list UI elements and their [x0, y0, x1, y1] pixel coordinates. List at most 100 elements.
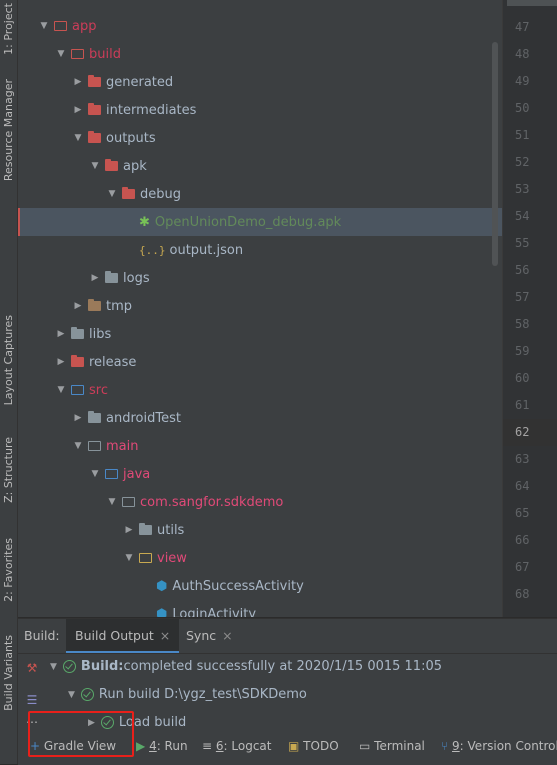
chevron-down-icon[interactable]: ▼ [57, 49, 65, 59]
tree-item-label: output.json [169, 242, 244, 258]
close-icon[interactable]: × [222, 628, 233, 643]
hammer-icon[interactable]: ⚒ [26, 661, 38, 675]
build-row-run[interactable]: ▼ Run build D:\ygz_test\SDKDemo [68, 681, 307, 708]
tree-item-label: java [123, 466, 151, 482]
tree-item-outputs[interactable]: ▼ outputs [18, 124, 502, 152]
tree-item-apk-file[interactable]: ✱ OpenUnionDemo_debug.apk [18, 208, 502, 236]
tree-item-label: main [106, 438, 139, 454]
logcat-icon: ≡ [202, 739, 213, 753]
tree-scrollbar[interactable] [492, 42, 498, 266]
package-icon [139, 553, 152, 563]
highlight-annotation-box [28, 711, 134, 757]
android-icon: ✱ [139, 214, 150, 230]
tab-favorites[interactable]: 2: Favorites [0, 528, 17, 612]
run-button[interactable]: ▶ 4: Run [136, 739, 188, 753]
tab-sync[interactable]: Sync × [186, 619, 233, 653]
chevron-down-icon[interactable]: ▼ [40, 21, 48, 31]
gradle-view-label: Gradle View [43, 739, 117, 753]
line-number: 61 [515, 398, 530, 412]
tab-project[interactable]: 1: Project [0, 0, 17, 58]
tree-item-label: debug [140, 186, 181, 202]
tree-item-logs[interactable]: ▶ logs [18, 264, 502, 292]
chevron-down-icon[interactable]: ▼ [74, 133, 82, 143]
chevron-right-icon[interactable]: ▶ [74, 413, 82, 423]
chevron-right-icon[interactable]: ▶ [57, 329, 65, 339]
tree-item-label: com.sangfor.sdkdemo [140, 494, 284, 510]
tree-item-label: build [89, 46, 121, 62]
tree-item-label: app [72, 18, 97, 34]
logcat-button[interactable]: ≡ 6: Logcat [202, 739, 271, 753]
list-icon[interactable]: ☰ [26, 693, 38, 707]
vc-shortcut: 9 [452, 739, 460, 753]
tree-item-tmp[interactable]: ▶ tmp [18, 292, 502, 320]
chevron-right-icon[interactable]: ▶ [74, 301, 82, 311]
tree-item-release[interactable]: ▶ release [18, 348, 502, 376]
tree-item-build[interactable]: ▼ build [18, 40, 502, 68]
chevron-right-icon[interactable]: ▶ [91, 273, 99, 283]
terminal-label: Terminal [374, 739, 425, 753]
tree-item-label: OpenUnionDemo_debug.apk [154, 214, 342, 230]
editor-gutter: 47 48 49 50 51 52 53 54 55 56 57 58 59 60 61 62 63 64 65 66… [502, 0, 557, 617]
tree-item-java[interactable]: ▼ java [18, 460, 502, 488]
tab-structure[interactable]: Z: Structure [0, 430, 17, 510]
chevron-down-icon[interactable]: ▼ [50, 661, 57, 672]
chevron-right-icon[interactable]: ▶ [57, 357, 65, 367]
todo-button[interactable]: ▣ TODO [288, 739, 339, 753]
tree-item-androidtest[interactable]: ▶ androidTest [18, 404, 502, 432]
chevron-right-icon[interactable]: ▶ [125, 525, 133, 535]
tab-build-output[interactable]: Build Output × [66, 619, 180, 653]
chevron-down-icon[interactable]: ▼ [108, 189, 116, 199]
tree-item-main[interactable]: ▼ main [18, 432, 502, 460]
tree-item-authsuccessactivity[interactable]: ⬢ AuthSuccessActivity [18, 572, 502, 600]
editor-tab-edge[interactable] [507, 0, 557, 6]
tree-item-package-root[interactable]: ▼ com.sangfor.sdkdemo [18, 488, 502, 516]
tree-item-utils[interactable]: ▶ utils [18, 516, 502, 544]
tree-item-src[interactable]: ▼ src [18, 376, 502, 404]
tree-item-loginactivity[interactable]: ⬢ LoginActivity [18, 600, 502, 618]
tree-item-libs[interactable]: ▶ libs [18, 320, 502, 348]
logcat-shortcut: 6 [215, 739, 224, 753]
chevron-down-icon[interactable]: ▼ [125, 553, 133, 563]
chevron-down-icon[interactable]: ▼ [91, 469, 99, 479]
tree-item-view[interactable]: ▼ view [18, 544, 502, 572]
package-icon [122, 497, 135, 507]
tree-item-label: intermediates [106, 102, 197, 118]
tree-item-debug[interactable]: ▼ debug [18, 180, 502, 208]
tab-resource-manager[interactable]: Resource Manager [0, 70, 17, 190]
tree-item-output-json[interactable]: {..} output.json [18, 236, 502, 264]
version-control-button[interactable]: ⑂ 9: Version Control [441, 739, 557, 753]
line-number: 47 [515, 20, 530, 34]
build-row-load[interactable]: ▶ Load build [88, 709, 186, 736]
folder-icon [88, 103, 101, 115]
line-number: 64 [515, 479, 530, 493]
build-row-completed[interactable]: ▼ Build: completed successfully at 2020/… [50, 653, 442, 680]
chevron-right-icon[interactable]: ▶ [74, 105, 82, 115]
tab-layout-captures[interactable]: Layout Captures [0, 305, 17, 415]
tab-structure-label: Z: Structure [2, 437, 15, 503]
chevron-down-icon[interactable]: ▼ [68, 689, 75, 700]
json-icon: {..} [139, 243, 166, 257]
tree-item-apk[interactable]: ▼ apk [18, 152, 502, 180]
chevron-down-icon[interactable]: ▼ [57, 385, 65, 395]
close-icon[interactable]: × [159, 628, 171, 643]
tree-item-generated[interactable]: ▶ generated [18, 68, 502, 96]
tree-item-intermediates[interactable]: ▶ intermediates [18, 96, 502, 124]
build-row-text: completed successfully at 2020/1/15 0015… [123, 659, 443, 674]
build-row-bold: Build: [80, 659, 124, 674]
folder-open-icon [54, 21, 67, 31]
branch-icon: ⑂ [441, 739, 449, 753]
tree-item-label: logs [123, 270, 150, 286]
line-number: 58 [515, 317, 530, 331]
line-number: 48 [515, 47, 530, 61]
chevron-down-icon[interactable]: ▼ [108, 497, 116, 507]
tree-item-app[interactable]: ▼ app [18, 12, 502, 40]
chevron-down-icon[interactable]: ▼ [91, 161, 99, 171]
chevron-right-icon[interactable]: ▶ [74, 77, 82, 87]
chevron-down-icon[interactable]: ▼ [74, 441, 82, 451]
gradle-view-button[interactable]: + Gradle View [30, 739, 116, 753]
chevron-right-icon[interactable]: ▶ [88, 717, 95, 728]
tree-item-label: src [89, 382, 108, 398]
tab-build-variants[interactable]: Build Variants [0, 628, 17, 718]
folder-icon [88, 411, 101, 423]
terminal-button[interactable]: ▭ Terminal [359, 739, 425, 753]
